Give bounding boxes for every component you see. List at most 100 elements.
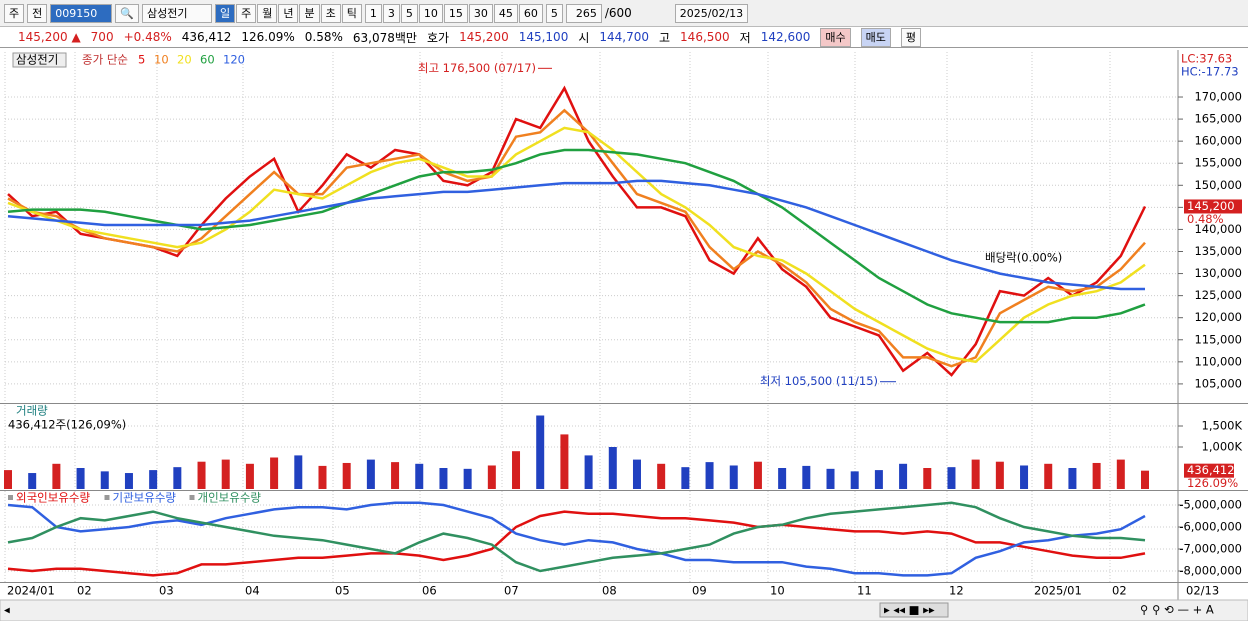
- lc: LC:37.63: [1181, 52, 1232, 66]
- x-tick-label: 2025/01: [1034, 584, 1082, 598]
- interval-button[interactable]: 1: [364, 3, 382, 23]
- y-tick-label: 1,000K: [1202, 440, 1243, 454]
- y-tick-label: 110,000: [1194, 354, 1242, 368]
- volume-bar: [1116, 459, 1125, 489]
- bid: 145,100: [518, 30, 569, 44]
- nav-icons[interactable]: ▸ ◂◂ ■ ▸▸: [884, 603, 935, 617]
- count[interactable]: 265: [565, 3, 602, 23]
- avg-button[interactable]: 평: [900, 27, 921, 47]
- market[interactable]: 주: [4, 3, 25, 23]
- period-button[interactable]: 일: [214, 3, 236, 23]
- y-tick-label: -6,000,000: [1179, 519, 1242, 533]
- y-tick-label: 125,000: [1194, 288, 1242, 302]
- date[interactable]: 2025/02/13: [674, 3, 749, 23]
- volume-bar: [221, 459, 230, 489]
- max-count: /600: [604, 6, 632, 20]
- y-tick-label: -5,000,000: [1179, 497, 1242, 511]
- buy-button[interactable]: 매수: [820, 27, 851, 47]
- scroll-left[interactable]: ◂: [4, 603, 10, 617]
- x-tick-label: 02: [1112, 584, 1127, 598]
- period-button[interactable]: 월: [257, 3, 278, 23]
- volume-bar: [487, 465, 496, 489]
- volume-bar: [52, 463, 61, 489]
- volume-bar: [971, 459, 980, 489]
- volume-title: 거래량: [16, 404, 48, 418]
- interval-button[interactable]: 3: [382, 3, 400, 23]
- legend-swatch: [8, 495, 13, 500]
- chart-title: 삼성전기: [16, 53, 58, 67]
- high-label: 최고 176,500 (07/17): [418, 61, 536, 75]
- x-tick-label: 10: [770, 584, 785, 598]
- volume-bar: [536, 415, 545, 489]
- interval-button[interactable]: 15: [443, 3, 468, 23]
- ask: 145,200: [459, 30, 509, 44]
- volume-bar: [270, 457, 279, 489]
- y-tick-label: -8,000,000: [1179, 563, 1242, 577]
- period-button[interactable]: 초: [320, 3, 341, 23]
- volume-bar: [415, 463, 424, 489]
- tool-icons[interactable]: ⚲ ⚲ ⟲ — + A: [1140, 603, 1214, 617]
- x-tick-label: 2024/01: [7, 584, 55, 598]
- volume-bar: [632, 459, 641, 489]
- volume-bar: [584, 455, 593, 489]
- volume-bar: [874, 470, 883, 489]
- change-tag-label: 0.48%: [1187, 212, 1224, 226]
- volume-bar: [439, 468, 448, 489]
- search[interactable]: 🔍: [115, 3, 139, 23]
- interval-button[interactable]: 60: [518, 3, 543, 23]
- x-tick-label: 04: [245, 584, 260, 598]
- volume-bar: [850, 471, 859, 489]
- interval-button[interactable]: 5: [400, 3, 418, 23]
- price-tag-label: 145,200: [1187, 199, 1235, 213]
- legend-entry: 20: [177, 53, 192, 67]
- y-tick-label: 150,000: [1194, 178, 1242, 192]
- volume-bar: [512, 451, 521, 489]
- nav-buttons[interactable]: [879, 602, 949, 618]
- open: 144,700: [599, 30, 649, 44]
- volume-bar: [923, 468, 932, 489]
- volume-bar: [1020, 465, 1029, 489]
- x-tick-label: 02: [77, 584, 92, 598]
- volume-bar: [947, 467, 956, 489]
- mode[interactable]: 전: [27, 3, 48, 23]
- volume-bar: [366, 459, 375, 489]
- volume-bar: [899, 463, 908, 489]
- volume-bar: [1092, 462, 1101, 489]
- legend-entry: 개인보유수량: [198, 491, 262, 505]
- period-button[interactable]: 년: [278, 3, 299, 23]
- interval-button[interactable]: 30: [468, 3, 493, 23]
- legend-entry: 10: [154, 53, 169, 67]
- y-tick-label: 140,000: [1194, 222, 1242, 236]
- interval-button[interactable]: 10: [418, 3, 443, 23]
- high-label: 고: [659, 30, 671, 45]
- price-tag: [1184, 199, 1242, 214]
- interval-button[interactable]: 45: [493, 3, 518, 23]
- volume-bar: [1141, 470, 1149, 489]
- volume-bar: [391, 462, 400, 489]
- sell-button[interactable]: 매도: [860, 27, 891, 47]
- scrollbar[interactable]: [0, 599, 1248, 621]
- series-line: [7, 148, 1146, 324]
- stock-name: 삼성전기: [141, 3, 212, 23]
- x-tick-label: 11: [857, 584, 872, 598]
- volume-bar: [76, 468, 85, 489]
- volume-tag: [1184, 463, 1234, 478]
- code[interactable]: 009150: [50, 3, 113, 23]
- period-button[interactable]: 틱: [341, 3, 362, 23]
- volume-bar: [197, 461, 206, 489]
- volume-tag-pct: 126.09%: [1187, 476, 1238, 490]
- chart-bg: [0, 48, 1248, 600]
- volume-bar: [463, 468, 472, 489]
- y-tick-label: 160,000: [1194, 134, 1242, 148]
- period-button[interactable]: 분: [299, 3, 320, 23]
- count-unit[interactable]: 5: [545, 3, 563, 23]
- high: 146,500: [680, 30, 730, 44]
- series-line: [7, 108, 1146, 368]
- y-tick-label: 165,000: [1194, 112, 1242, 126]
- legend-entry: 5: [138, 53, 145, 67]
- volume-bar: [1044, 463, 1053, 489]
- period-button[interactable]: 주: [236, 3, 257, 23]
